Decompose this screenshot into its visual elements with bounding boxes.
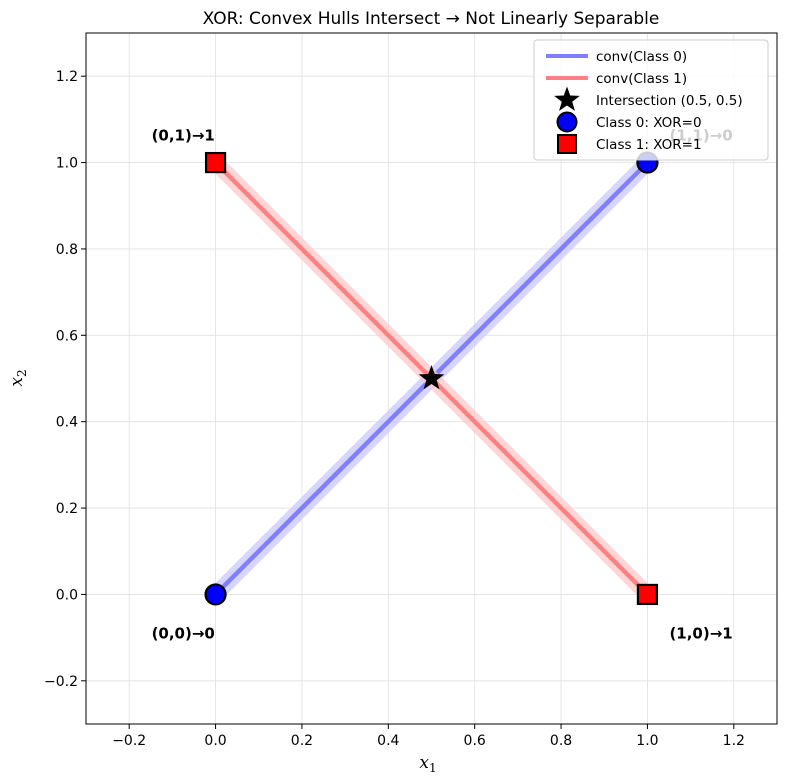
legend-label: conv(Class 1) [596,71,687,87]
y-tick-label: 1.0 [56,156,78,172]
legend-label: Intersection (0.5, 0.5) [596,93,743,109]
plot-frame [85,32,778,725]
legend-label: conv(Class 0) [596,49,687,65]
x-tick-label: 1.0 [636,733,658,749]
data-markers [204,151,659,606]
legend-square-swatch [557,134,577,154]
legend-box [533,39,769,161]
class1-point [204,151,227,174]
y-tick-label: 0.6 [56,328,78,344]
intersection-star [418,365,445,390]
y-axis-label: x2 [7,369,29,386]
legend: conv(Class 0) conv(Class 1) Intersection (… [533,39,769,161]
chart-title: XOR: Convex Hulls Intersect → Not Linear… [203,9,660,29]
x-axis-ticks: −0.2 0.0 0.2 0.4 0.6 0.8 1.0 1.2 [112,724,745,749]
x-tick-label: 0.4 [377,733,399,749]
legend-circle-swatch [556,111,578,133]
class1-point [636,583,659,606]
y-tick-label: 0.4 [56,415,78,431]
x-axis-label: x1 [419,753,436,775]
point-annotation: (0,1)→1 [152,127,215,145]
point-annotation: (0,0)→0 [152,624,215,642]
y-axis-ticks: −0.2 0.0 0.2 0.4 0.6 0.8 1.0 1.2 [44,69,86,690]
y-tick-label: 0.2 [56,501,78,517]
legend-star-swatch [554,86,580,111]
class0-point [204,583,227,606]
y-tick-label: 0.0 [56,587,78,603]
x-tick-label: 0.0 [204,733,226,749]
x-tick-label: 0.8 [550,733,572,749]
y-tick-label: 0.8 [56,242,78,258]
x-tick-label: 0.6 [464,733,486,749]
x-tick-label: 1.2 [723,733,745,749]
x-tick-label: 0.2 [291,733,313,749]
y-tick-label: −0.2 [44,674,78,690]
y-tick-label: 1.2 [56,69,78,85]
point-annotation: (1,0)→1 [669,624,732,642]
legend-label: Class 0: XOR=0 [596,115,702,131]
legend-label: Class 1: XOR=1 [596,137,702,153]
x-tick-label: −0.2 [112,733,146,749]
